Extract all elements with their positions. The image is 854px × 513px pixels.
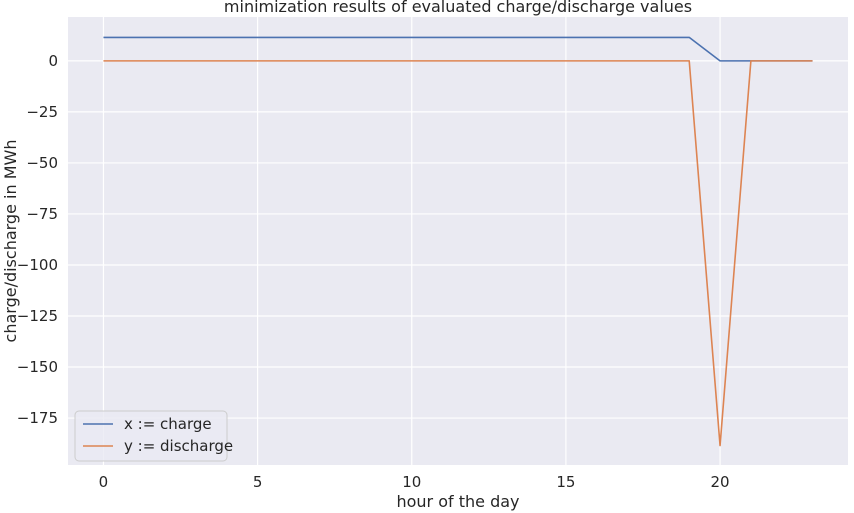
y-tick-label: −75	[26, 205, 58, 223]
x-axis-label: hour of the day	[396, 492, 519, 511]
series-line-charge	[103, 36, 813, 62]
y-tick-label: −100	[17, 256, 58, 274]
y-axis-label: charge/discharge in MWh	[1, 140, 20, 343]
chart-title: minimization results of evaluated charge…	[224, 0, 692, 16]
series-line-discharge	[103, 60, 813, 447]
legend: x := charge y := discharge	[74, 410, 233, 462]
x-tick-label: 10	[402, 473, 421, 491]
legend-label-discharge: y := discharge	[124, 437, 233, 455]
y-axis: 0 −25 −50 −75 −100 −125 −150 −175	[17, 52, 58, 427]
y-tick-label: −125	[17, 307, 58, 325]
plot-area	[68, 17, 848, 465]
x-tick-label: 5	[253, 473, 263, 491]
y-tick-label: −175	[17, 409, 58, 427]
x-tick-label: 0	[99, 473, 109, 491]
legend-label-charge: x := charge	[124, 415, 212, 433]
x-tick-label: 15	[556, 473, 575, 491]
y-tick-label: −25	[26, 103, 58, 121]
y-tick-label: −150	[17, 358, 58, 376]
x-tick-label: 20	[711, 473, 730, 491]
x-axis: 0 5 10 15 20	[99, 473, 730, 491]
y-tick-label: −50	[26, 154, 58, 172]
series-layer	[103, 36, 813, 447]
y-tick-label: 0	[48, 52, 58, 70]
